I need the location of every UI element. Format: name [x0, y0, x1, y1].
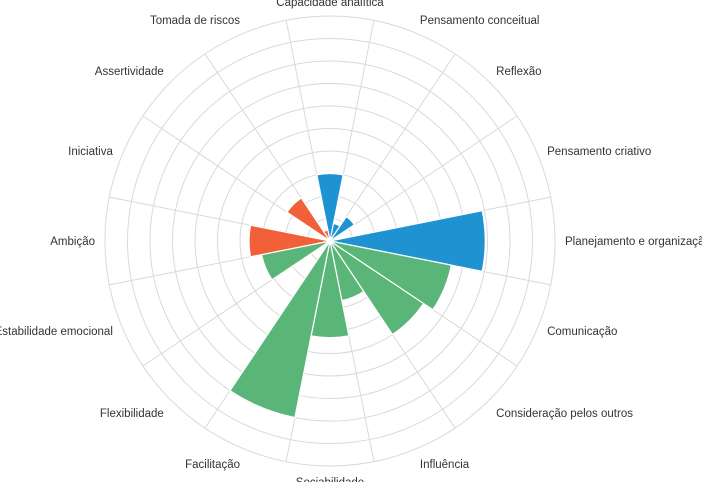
bar-reflex-o	[329, 215, 356, 242]
bar-ambi-o	[248, 224, 331, 258]
grid-spoke	[329, 115, 518, 242]
category-label: Consideração pelos outros	[496, 408, 633, 420]
category-label: Capacidade analítica	[276, 0, 384, 9]
category-label: Assertividade	[95, 66, 164, 78]
category-label: Flexibilidade	[100, 408, 164, 420]
grid-ring	[172, 83, 488, 399]
bar-comunica-o	[329, 240, 453, 311]
bars	[229, 172, 486, 419]
bar-considera-o-pelos-outros	[329, 240, 425, 336]
category-label: Iniciativa	[68, 146, 113, 158]
category-label: Influência	[420, 459, 470, 471]
bar-capacidade-anal-tica	[316, 172, 344, 242]
bar-assertividade	[286, 197, 331, 242]
bar-planejamento-e-organiza-o	[329, 210, 486, 272]
category-label: Planejamento e organização	[565, 236, 702, 248]
category-label: Pensamento criativo	[547, 146, 651, 158]
category-label: Reflexão	[496, 66, 541, 78]
grid-ring	[149, 60, 511, 422]
category-label: Facilitação	[185, 459, 240, 471]
grid-spoke	[329, 53, 456, 242]
category-label: Comunicação	[547, 326, 617, 338]
grid-ring	[104, 15, 556, 467]
category-label: Tomada de riscos	[150, 15, 240, 27]
category-label: Pensamento conceitual	[420, 15, 540, 27]
category-label: Sociabilidade	[296, 477, 364, 482]
bar-tomada-de-riscos	[322, 229, 331, 242]
bar-facilita-o	[229, 240, 331, 419]
grid-ring	[127, 38, 533, 444]
category-label: Estabilidade emocional	[0, 326, 113, 338]
category-label: Ambição	[50, 236, 95, 248]
